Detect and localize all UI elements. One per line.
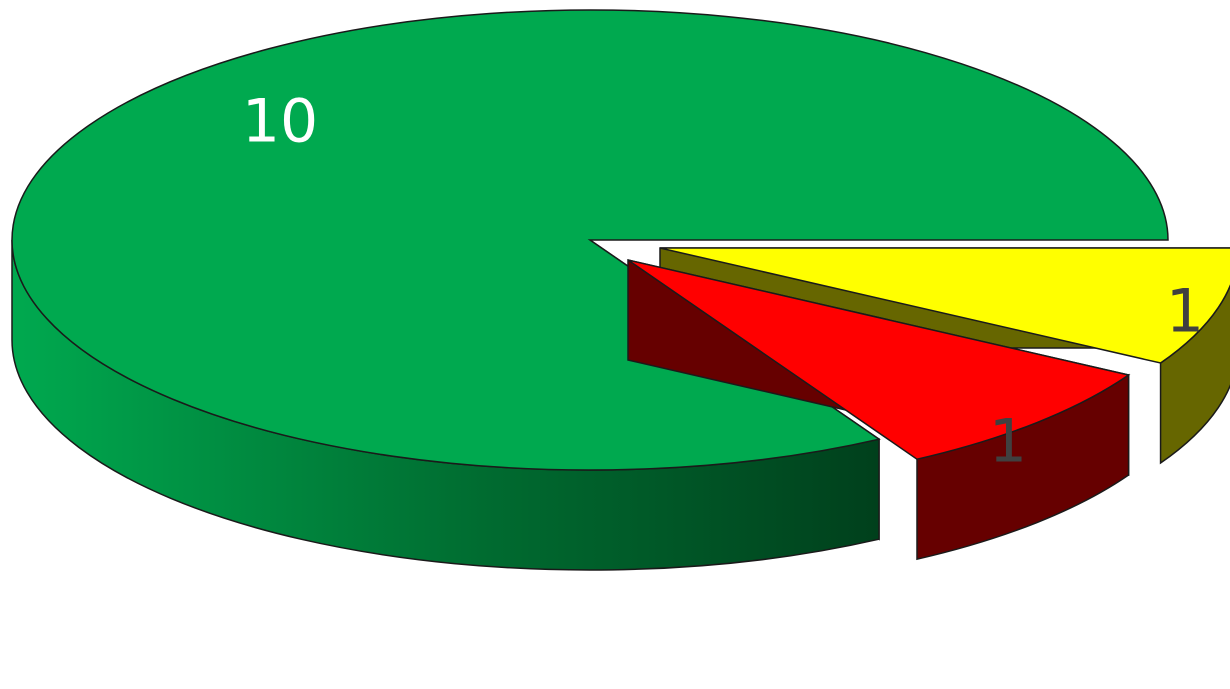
slice-green-top (11, 9, 1169, 471)
slice-green-label: 10 (242, 87, 318, 157)
slice-yellow-top (659, 247, 1230, 364)
slice-red-top (627, 259, 1131, 460)
slice-red (627, 259, 1131, 561)
slice-red-label: 1 (989, 407, 1027, 477)
slice-yellow-label: 1 (1166, 277, 1204, 347)
